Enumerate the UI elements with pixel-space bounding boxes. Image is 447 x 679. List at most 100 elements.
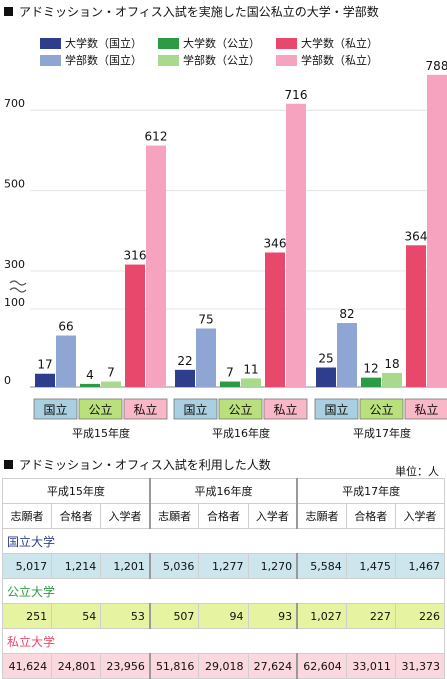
group-label: 私立 (414, 402, 438, 417)
table-cell: 1,467 (394, 553, 446, 579)
table-row: 41,624 24,801 23,956 51,816 29,018 27,624 62,6… (1, 653, 446, 679)
legend-swatch (158, 37, 179, 49)
bar (196, 328, 216, 387)
table-cell: 62,604 (296, 653, 347, 679)
y-tick-label: 100 (4, 296, 25, 309)
table-cell: 5,036 (148, 553, 200, 579)
bar (35, 373, 55, 387)
legend-item: 学部数（国立） (40, 52, 142, 68)
data-label: 716 (285, 88, 308, 102)
group-label-box (218, 398, 263, 420)
table-cell: 5,584 (296, 553, 347, 579)
heading-square-icon (4, 460, 13, 469)
legend-label: 大学数（公立） (183, 37, 260, 50)
bar (101, 381, 121, 387)
group-label-box (263, 398, 308, 420)
table-cell: 1,201 (100, 553, 151, 579)
section-label: 私立大学 (2, 628, 445, 654)
legend-swatch (158, 54, 179, 66)
table-cell: 41,624 (1, 653, 53, 679)
data-label: 18 (384, 357, 399, 371)
data-label: 7 (226, 366, 234, 380)
table-title: アドミッション・オフィス入試を利用した人数 (19, 458, 271, 472)
table-cell: 31,373 (394, 653, 446, 679)
group-label-box (173, 398, 218, 420)
table-cell: 94 (198, 603, 249, 629)
group-label-box (78, 398, 123, 420)
bar (286, 103, 306, 387)
data-label: 11 (243, 362, 258, 376)
legend-item: 大学数（国立） (40, 35, 142, 51)
legend-swatch (40, 54, 61, 66)
data-label: 22 (177, 354, 192, 368)
section-header-row: 公立大学 (2, 578, 445, 604)
group-label: 公立 (88, 402, 112, 417)
year-header: 平成17年度 (296, 478, 446, 504)
legend-label: 大学数（私立） (301, 37, 378, 50)
column-header: 志願者 (148, 503, 200, 529)
table-cell: 1,214 (51, 553, 102, 579)
column-header: 入学者 (247, 503, 298, 529)
column-header: 志願者 (1, 503, 53, 529)
column-header: 合格者 (198, 503, 249, 529)
table-row: 5,017 1,214 1,201 5,036 1,277 1,270 5,584 1,475… (1, 553, 446, 579)
data-label: 364 (405, 229, 428, 243)
column-header-row: 志願者 合格者 入学者 志願者 合格者 入学者 志願者 合格者 入学者 (1, 503, 446, 529)
column-header: 入学者 (394, 503, 446, 529)
bar (241, 378, 261, 387)
chart-heading: アドミッション・オフィス入試を実施した国公私立の大学・学部数 (4, 3, 379, 20)
data-label: 17 (37, 358, 52, 372)
bar (382, 372, 402, 387)
bar (427, 74, 447, 387)
data-label: 12 (363, 362, 378, 376)
table-cell: 29,018 (198, 653, 249, 679)
table-cell: 5,017 (1, 553, 53, 579)
legend-label: 学部数（国立） (65, 54, 142, 67)
section-header-row: 国立大学 (2, 528, 445, 554)
group-label: 公立 (228, 402, 252, 417)
ao-admission-table: 平成15年度 平成16年度 平成17年度 志願者 合格者 入学者 志願者 合格者… (1, 478, 446, 679)
group-label-box (123, 398, 168, 420)
bar (175, 369, 195, 387)
bar (406, 245, 426, 387)
chart-title: アドミッション・オフィス入試を実施した国公私立の大学・学部数 (19, 5, 379, 19)
heading-square-icon (4, 7, 13, 16)
x-category-label: 平成17年度 (353, 426, 411, 440)
table-cell: 1,277 (198, 553, 249, 579)
group-label-box (33, 398, 78, 420)
table-cell: 226 (394, 603, 446, 629)
table-cell: 1,270 (247, 553, 298, 579)
bar (80, 383, 100, 387)
table-cell: 227 (345, 603, 396, 629)
data-label: 788 (426, 59, 447, 73)
group-label-box (314, 398, 359, 420)
group-label-box (359, 398, 404, 420)
table-cell: 1,027 (296, 603, 347, 629)
y-tick-label: 700 (4, 97, 25, 110)
section-label: 国立大学 (2, 528, 445, 554)
table-cell: 24,801 (51, 653, 102, 679)
column-header: 入学者 (100, 503, 151, 529)
year-header: 平成15年度 (1, 478, 151, 504)
table-cell: 93 (247, 603, 298, 629)
year-header-row: 平成15年度 平成16年度 平成17年度 (1, 478, 446, 504)
column-header: 合格者 (51, 503, 102, 529)
data-label: 7 (107, 366, 115, 380)
axis-break-icon (9, 280, 27, 293)
year-header: 平成16年度 (148, 478, 298, 504)
section-header-row: 私立大学 (2, 628, 445, 654)
bar (361, 377, 381, 387)
table-cell: 251 (1, 603, 53, 629)
group-label: 私立 (133, 402, 157, 417)
table-cell: 33,011 (345, 653, 396, 679)
unit-label: 単位：人 (395, 465, 439, 478)
table-row: 251 54 53 507 94 93 1,027 227 226 (1, 603, 446, 629)
legend-swatch (276, 37, 297, 49)
data-label: 612 (145, 130, 168, 144)
bar (337, 323, 357, 387)
legend-swatch (40, 37, 61, 49)
group-label-box (404, 398, 447, 420)
bar (56, 335, 76, 387)
group-label: 国立 (324, 402, 348, 417)
table-cell: 1,475 (345, 553, 396, 579)
